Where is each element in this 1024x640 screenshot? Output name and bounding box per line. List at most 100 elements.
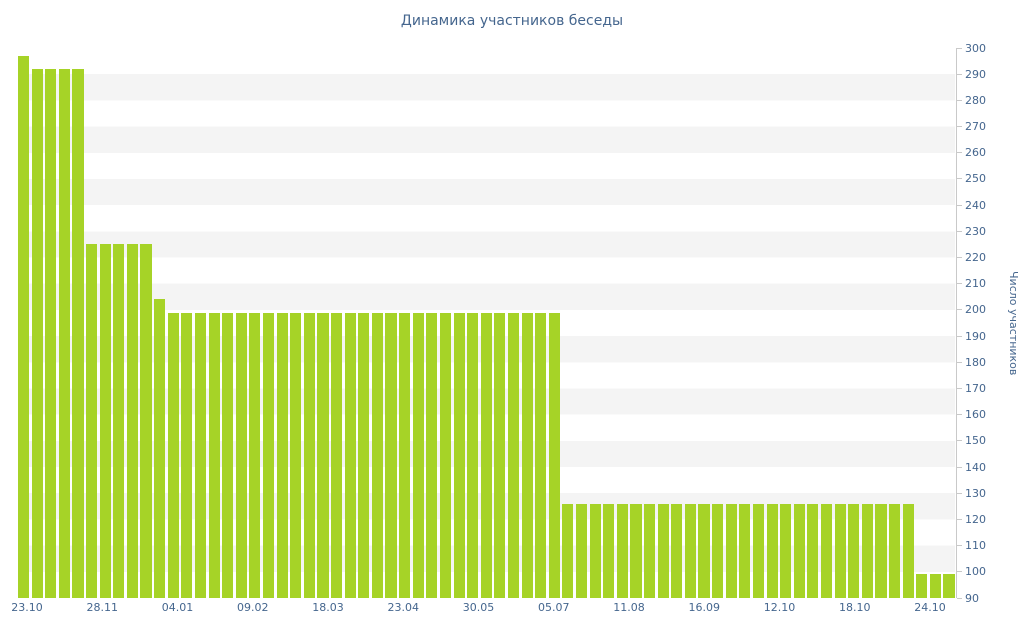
y-tick: 160 bbox=[957, 409, 986, 421]
y-tick-mark bbox=[957, 571, 962, 573]
bar bbox=[943, 574, 955, 598]
bar bbox=[725, 503, 737, 598]
y-tick: 90 bbox=[957, 592, 979, 604]
x-axis: 23.10 28.11 04.01 09.02 18.03 23.04 30.05 05.07… bbox=[11, 601, 955, 621]
bar bbox=[303, 312, 315, 598]
y-tick-label: 90 bbox=[965, 591, 979, 605]
x-tick-label: 05.07 bbox=[538, 601, 570, 614]
y-tick-mark bbox=[957, 73, 962, 75]
bar bbox=[739, 503, 751, 598]
y-tick-label: 190 bbox=[965, 329, 986, 343]
bar bbox=[575, 503, 588, 598]
bar bbox=[916, 574, 928, 598]
y-tick: 240 bbox=[957, 199, 986, 211]
bar bbox=[358, 312, 370, 598]
bar bbox=[807, 503, 819, 598]
bar-series bbox=[18, 48, 955, 598]
bar bbox=[167, 312, 179, 598]
y-tick-mark bbox=[957, 309, 962, 311]
bar bbox=[439, 312, 451, 598]
y-tick-mark bbox=[957, 387, 962, 389]
bar bbox=[780, 503, 792, 598]
y-tick: 190 bbox=[957, 330, 986, 342]
bar bbox=[848, 503, 860, 598]
x-tick-label: 16.09 bbox=[688, 601, 721, 614]
y-tick-label: 200 bbox=[965, 303, 986, 317]
bar bbox=[657, 503, 669, 598]
bar bbox=[222, 312, 234, 598]
bar bbox=[317, 312, 329, 598]
bar bbox=[331, 312, 343, 598]
bar bbox=[834, 503, 846, 598]
y-tick: 300 bbox=[957, 42, 986, 54]
bar bbox=[861, 503, 873, 598]
bar bbox=[644, 503, 656, 598]
y-tick-mark bbox=[957, 257, 962, 259]
bar bbox=[820, 503, 833, 598]
bar bbox=[467, 312, 479, 598]
y-tick: 260 bbox=[957, 147, 986, 159]
bar bbox=[562, 503, 574, 598]
y-tick-label: 120 bbox=[965, 512, 986, 526]
y-tick-mark bbox=[957, 152, 962, 154]
bar bbox=[181, 312, 193, 598]
y-tick-mark bbox=[957, 361, 962, 363]
bar bbox=[399, 312, 411, 598]
y-tick-mark bbox=[957, 178, 962, 180]
x-tick-label: 23.10 bbox=[11, 601, 43, 614]
bar bbox=[902, 503, 914, 598]
y-tick-mark bbox=[957, 283, 962, 285]
y-tick-label: 270 bbox=[965, 120, 986, 134]
y-tick: 210 bbox=[957, 278, 986, 290]
y-tick-mark bbox=[957, 545, 962, 547]
bar bbox=[671, 503, 683, 598]
y-tick: 150 bbox=[957, 435, 986, 447]
y-tick: 140 bbox=[957, 461, 986, 473]
bar bbox=[31, 68, 43, 598]
y-tick: 220 bbox=[957, 252, 986, 264]
y-tick: 270 bbox=[957, 121, 986, 133]
bar bbox=[276, 312, 288, 598]
y-tick: 120 bbox=[957, 513, 986, 525]
y-tick-mark bbox=[957, 230, 962, 232]
y-tick-mark bbox=[957, 414, 962, 416]
bar bbox=[18, 55, 30, 598]
bar bbox=[344, 312, 356, 598]
y-tick-label: 210 bbox=[965, 277, 986, 291]
x-tick-label: 12.10 bbox=[763, 601, 796, 614]
y-axis: 90 100 110 120 130 140 150 160 170 180 190 200 210 22… bbox=[956, 43, 1015, 604]
y-tick-label: 290 bbox=[965, 67, 986, 81]
y-tick-mark bbox=[957, 597, 962, 599]
y-tick-label: 230 bbox=[965, 224, 986, 238]
y-tick: 110 bbox=[957, 540, 986, 552]
y-tick: 230 bbox=[957, 225, 986, 237]
bar bbox=[793, 503, 805, 598]
bar bbox=[630, 503, 642, 598]
bar bbox=[249, 312, 261, 598]
y-tick-label: 300 bbox=[965, 41, 986, 55]
x-tick-label: 24.10 bbox=[914, 601, 946, 614]
y-tick-label: 180 bbox=[965, 355, 986, 369]
y-tick-mark bbox=[957, 440, 962, 442]
bar bbox=[453, 312, 465, 598]
bar bbox=[140, 244, 152, 598]
bar bbox=[412, 312, 424, 598]
x-tick-label: 28.11 bbox=[86, 601, 119, 614]
y-tick-label: 250 bbox=[965, 172, 986, 186]
y-tick-mark bbox=[957, 204, 962, 206]
bar bbox=[535, 312, 547, 598]
bar bbox=[194, 312, 207, 598]
y-tick-mark bbox=[957, 518, 962, 520]
x-tick-label: 11.08 bbox=[613, 601, 645, 614]
bar bbox=[521, 312, 533, 598]
y-tick: 100 bbox=[957, 566, 986, 578]
bar bbox=[371, 312, 383, 598]
y-tick: 180 bbox=[957, 356, 986, 368]
bar bbox=[603, 503, 615, 598]
bar bbox=[262, 312, 275, 598]
y-tick: 170 bbox=[957, 382, 986, 394]
bar bbox=[698, 503, 710, 598]
y-tick-label: 280 bbox=[965, 93, 986, 107]
x-tick-label: 04.01 bbox=[161, 601, 194, 614]
